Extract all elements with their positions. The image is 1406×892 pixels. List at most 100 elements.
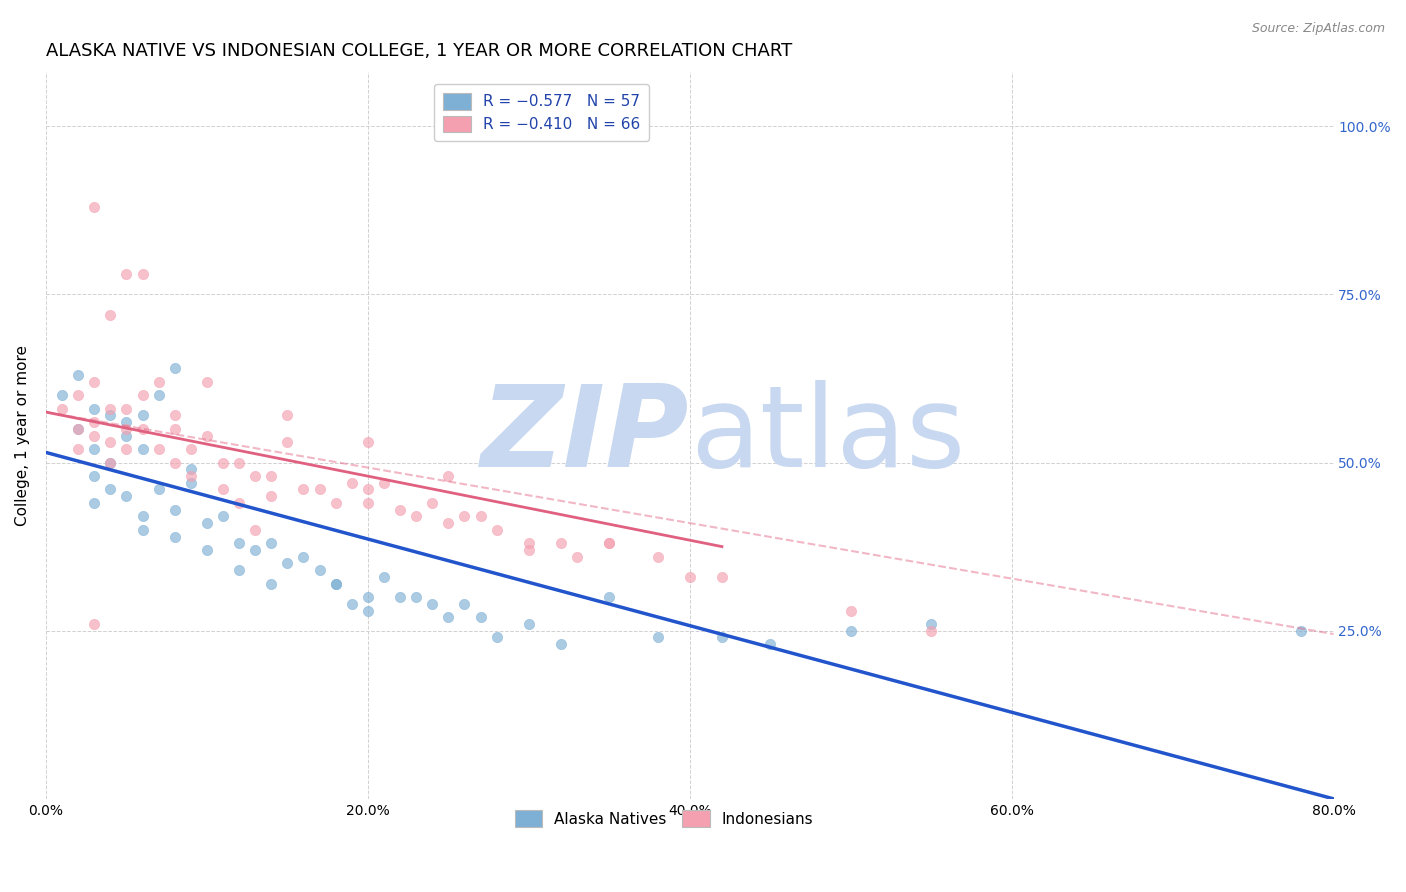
Text: ALASKA NATIVE VS INDONESIAN COLLEGE, 1 YEAR OR MORE CORRELATION CHART: ALASKA NATIVE VS INDONESIAN COLLEGE, 1 Y… [46,42,792,60]
Point [51,401,73,416]
Point [920,616,942,631]
Point [163,361,186,376]
Point [420,597,443,611]
Point [437,469,460,483]
Legend: Alaska Natives, Indonesians: Alaska Natives, Indonesians [508,803,821,835]
Point [276,435,298,450]
Point [67,368,90,383]
Point [180,475,202,490]
Point [470,509,492,524]
Point [83,415,105,429]
Point [115,428,138,442]
Point [83,469,105,483]
Point [710,570,733,584]
Point [598,590,620,604]
Point [83,200,105,214]
Point [115,415,138,429]
Point [260,469,283,483]
Point [325,576,347,591]
Point [565,549,588,564]
Point [67,442,90,456]
Point [83,616,105,631]
Point [180,469,202,483]
Point [550,637,572,651]
Point [163,422,186,436]
Point [485,631,508,645]
Point [115,489,138,503]
Point [98,483,121,497]
Point [325,496,347,510]
Point [389,502,412,516]
Point [517,616,540,631]
Point [470,610,492,624]
Point [212,509,235,524]
Point [276,409,298,423]
Point [389,590,412,604]
Point [308,563,330,577]
Point [245,523,267,537]
Point [115,442,138,456]
Point [195,543,218,558]
Point [115,267,138,281]
Point [131,523,153,537]
Point [357,603,380,617]
Point [212,483,235,497]
Point [67,422,90,436]
Point [260,489,283,503]
Point [453,509,475,524]
Point [228,456,250,470]
Point [228,563,250,577]
Point [180,462,202,476]
Point [357,590,380,604]
Point [405,509,427,524]
Point [357,435,380,450]
Point [98,308,121,322]
Point [131,388,153,402]
Point [51,388,73,402]
Y-axis label: College, 1 year or more: College, 1 year or more [15,345,30,526]
Point [420,496,443,510]
Point [98,435,121,450]
Point [131,422,153,436]
Point [83,496,105,510]
Point [228,496,250,510]
Point [83,401,105,416]
Point [598,536,620,550]
Point [647,631,669,645]
Text: Source: ZipAtlas.com: Source: ZipAtlas.com [1251,22,1385,36]
Point [115,401,138,416]
Point [131,267,153,281]
Point [598,536,620,550]
Point [292,549,315,564]
Point [163,502,186,516]
Point [83,428,105,442]
Point [67,388,90,402]
Point [485,523,508,537]
Point [357,483,380,497]
Point [517,543,540,558]
Point [131,509,153,524]
Text: atlas: atlas [690,380,965,491]
Point [115,422,138,436]
Point [373,475,395,490]
Point [83,442,105,456]
Point [131,409,153,423]
Point [260,576,283,591]
Point [710,631,733,645]
Point [437,610,460,624]
Point [437,516,460,530]
Point [148,388,170,402]
Point [340,597,363,611]
Point [98,456,121,470]
Point [245,543,267,558]
Point [131,442,153,456]
Point [647,549,669,564]
Point [839,624,862,638]
Point [98,456,121,470]
Point [453,597,475,611]
Point [212,456,235,470]
Point [276,557,298,571]
Point [163,529,186,543]
Point [148,375,170,389]
Point [260,536,283,550]
